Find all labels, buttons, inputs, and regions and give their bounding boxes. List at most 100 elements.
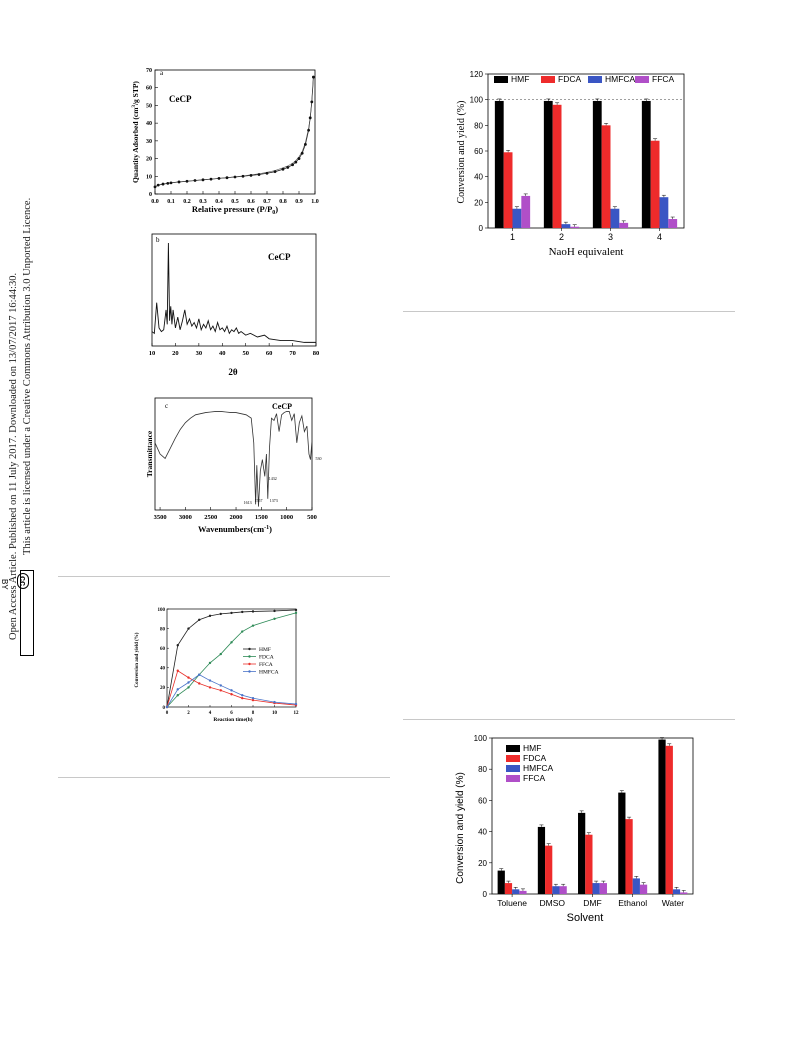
naoh-legend-swatch-ffca bbox=[635, 76, 649, 83]
bet-x-tick-label: 0.0 bbox=[151, 199, 159, 205]
naoh-category-label: 2 bbox=[559, 232, 564, 242]
time-y-tick-label: 0 bbox=[163, 706, 166, 711]
time-point-fdca bbox=[241, 630, 244, 633]
time-point-ffca bbox=[241, 696, 244, 700]
time-y-tick-label: 60 bbox=[160, 647, 166, 652]
solvent-bar-hmfca bbox=[512, 889, 520, 894]
time-point-hmfca bbox=[230, 689, 233, 692]
solvent-bar-hmfca bbox=[632, 878, 640, 894]
solvent-category-label: DMF bbox=[583, 898, 601, 908]
ftir-x-tick-label: 1500 bbox=[255, 514, 268, 521]
naoh-y-tick-label: 120 bbox=[470, 70, 484, 79]
solvent-y-tick-label: 100 bbox=[474, 734, 488, 743]
solvent-bar-fdca bbox=[504, 883, 513, 894]
time-point-hmf bbox=[294, 608, 298, 612]
time-point-fdca bbox=[208, 661, 212, 665]
solvent-legend-label-fdca: FDCA bbox=[523, 753, 546, 763]
solvent-bar-hmf bbox=[537, 826, 546, 894]
time-point-fdca bbox=[273, 617, 276, 620]
naoh-equivalent-chart: 0 20 40 60 80 100 120 1 2 3 4 HMF FDCA HMFCA FFCA NaoH… bbox=[456, 70, 685, 258]
time-point-hmf bbox=[219, 612, 222, 616]
solvent-bar-fdca bbox=[545, 845, 553, 894]
bet-x-tick-label: 0.9 bbox=[295, 199, 303, 205]
time-point-ffca bbox=[176, 669, 179, 672]
solvent-bar-hmfca bbox=[672, 889, 681, 894]
bet-point bbox=[257, 173, 261, 176]
naoh-y-tick-label: 20 bbox=[474, 198, 483, 207]
bet-point bbox=[193, 179, 197, 182]
xrd-x-axis-label: 2θ bbox=[228, 367, 238, 377]
solvent-bar-ffca bbox=[559, 886, 567, 894]
time-point-fdca bbox=[187, 686, 190, 689]
solvent-bar-ffca bbox=[680, 892, 688, 894]
bet-point bbox=[297, 157, 301, 160]
xrd-plot-frame bbox=[151, 233, 317, 347]
bet-point bbox=[201, 178, 205, 182]
time-legend-marker-hmf bbox=[248, 647, 251, 651]
ftir-x-tick-label: 3500 bbox=[154, 514, 167, 521]
solvent-bar-hmf bbox=[658, 739, 666, 894]
xrd-x-tick-label: 20 bbox=[172, 350, 179, 357]
solvent-y-tick-label: 0 bbox=[483, 890, 488, 899]
bet-y-tick-label: 30 bbox=[146, 139, 152, 145]
bet-point bbox=[166, 181, 170, 185]
separator-left-2 bbox=[58, 777, 390, 778]
time-point-ffca bbox=[251, 698, 255, 702]
solvent-bar-hmf bbox=[497, 870, 505, 894]
bet-point bbox=[281, 167, 285, 171]
ftir-x-tick-label: 1000 bbox=[280, 514, 293, 521]
bet-y-tick-label: 0 bbox=[149, 192, 152, 198]
cc-by-badge[interactable]: cc BY bbox=[0, 570, 34, 656]
time-point-fdca bbox=[294, 611, 298, 615]
ftir-x-tick-label: 3000 bbox=[179, 514, 192, 521]
solvent-bar-fdca bbox=[625, 819, 633, 894]
naoh-bar-hmf bbox=[494, 100, 504, 228]
bet-point bbox=[153, 185, 157, 189]
naoh-y-tick-label: 60 bbox=[474, 147, 483, 156]
naoh-legend-label-hmfca: HMFCA bbox=[605, 74, 636, 84]
xrd-x-tick-label: 70 bbox=[289, 350, 296, 357]
naoh-bar-fdca bbox=[650, 140, 660, 228]
naoh-x-axis-label: NaoH equivalent bbox=[549, 246, 624, 258]
ftir-y-axis-label: Transmittance bbox=[145, 430, 154, 477]
time-legend-label-fdca: FDCA bbox=[259, 655, 274, 661]
time-point-hmf bbox=[187, 627, 190, 630]
solvent-chart: 0 20 40 60 80 100 Toluene DMSO DMF Ethanol Water HM… bbox=[455, 734, 694, 924]
time-point-hmfca bbox=[251, 696, 255, 700]
bet-isotherm-chart: 0.0 0.1 0.2 0.3 0.4 0.5 0.6 0.7 0.8 0.9 1.0 0 10 20 30… bbox=[131, 68, 319, 216]
naoh-y-tick-label: 80 bbox=[474, 121, 483, 130]
bet-y-tick-label: 10 bbox=[146, 174, 152, 180]
time-point-ffca bbox=[187, 676, 190, 679]
solvent-y-axis-label: Conversion and yield (%) bbox=[455, 772, 466, 884]
solvent-bar-ffca bbox=[599, 883, 607, 894]
naoh-bar-hmfca bbox=[561, 224, 571, 228]
solvent-legend-swatch-hmf bbox=[506, 745, 520, 752]
solvent-category-label: Toluene bbox=[497, 898, 527, 908]
naoh-bar-ffca bbox=[521, 195, 531, 228]
naoh-bar-hmfca bbox=[659, 197, 669, 228]
time-x-tick-label: 10 bbox=[272, 711, 278, 716]
ftir-peak-annotation: 530 bbox=[315, 456, 321, 461]
bet-point bbox=[233, 175, 237, 179]
time-y-tick-label: 20 bbox=[160, 686, 166, 691]
naoh-legend-swatch-hmfca bbox=[588, 76, 602, 83]
naoh-y-tick-label: 100 bbox=[470, 96, 484, 105]
time-x-tick-label: 6 bbox=[230, 711, 233, 716]
bet-point bbox=[304, 143, 307, 146]
time-point-hmf bbox=[273, 609, 276, 613]
bet-point bbox=[307, 128, 310, 132]
ftir-spectrum-chart: 3500 3000 2500 2000 1500 1000 500 1613 1557 1432 1… bbox=[145, 397, 321, 534]
bet-point bbox=[308, 116, 312, 120]
solvent-y-tick-label: 60 bbox=[478, 796, 487, 805]
time-legend-label-ffca: FFCA bbox=[259, 662, 273, 668]
bet-point bbox=[225, 176, 229, 180]
naoh-category-label: 1 bbox=[510, 232, 515, 242]
bet-point bbox=[185, 179, 189, 183]
time-point-hmfca bbox=[219, 684, 222, 687]
solvent-legend-swatch-hmfca bbox=[506, 765, 520, 772]
xrd-pattern-line bbox=[151, 243, 316, 343]
naoh-bar-hmf bbox=[641, 100, 651, 228]
time-point-hmfca bbox=[176, 688, 179, 691]
separator-right-2 bbox=[403, 719, 735, 720]
time-legend-marker-hmfca bbox=[248, 670, 251, 673]
